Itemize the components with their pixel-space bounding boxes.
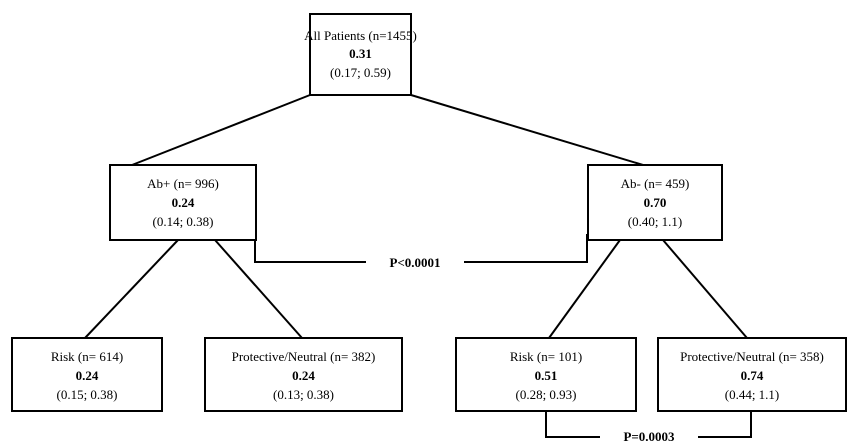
p-value-risk-vs-protect: P=0.0003 [623, 429, 675, 443]
edge-ab-pos-to-protect [214, 239, 303, 339]
node-estimate: 0.31 [349, 46, 372, 61]
edge-root-to-ab-pos [131, 94, 311, 166]
p-value-risk-vs-protect-group: P=0.0003 [600, 429, 698, 443]
node-estimate: 0.24 [76, 368, 99, 383]
edge-ab-neg-to-risk [548, 239, 621, 339]
p-value-ab-pos-vs-ab-neg-group: P<0.0001 [366, 253, 464, 271]
node-label: Risk (n= 101) [510, 349, 582, 364]
edge-ab-neg-to-protect [662, 239, 748, 339]
node-ci: (0.40; 1.1) [628, 214, 683, 229]
node-estimate: 0.70 [644, 195, 667, 210]
node-estimate: 0.24 [292, 368, 315, 383]
node-estimate: 0.74 [741, 368, 764, 383]
node-ci: (0.13; 0.38) [273, 387, 334, 402]
node-ab-pos-risk: Risk (n= 614) 0.24 (0.15; 0.38) [11, 337, 163, 412]
node-label: Ab+ (n= 996) [147, 176, 219, 191]
node-label: Risk (n= 614) [51, 349, 123, 364]
node-estimate: 0.24 [172, 195, 195, 210]
p-value-ab-pos-vs-ab-neg: P<0.0001 [389, 255, 440, 270]
node-ab-pos-protective: Protective/Neutral (n= 382) 0.24 (0.13; … [204, 337, 403, 412]
node-label: All Patients (n=1455) [304, 28, 417, 43]
edge-root-to-ab-neg [410, 94, 644, 166]
edge-ab-pos-to-risk [84, 239, 179, 339]
node-estimate: 0.51 [535, 368, 558, 383]
node-ab-neg: Ab- (n= 459) 0.70 (0.40; 1.1) [587, 164, 723, 241]
node-ab-pos: Ab+ (n= 996) 0.24 (0.14; 0.38) [109, 164, 257, 241]
node-ab-neg-protective: Protective/Neutral (n= 358) 0.74 (0.44; … [657, 337, 847, 412]
node-label: Ab- (n= 459) [621, 176, 690, 191]
node-ci: (0.14; 0.38) [152, 214, 213, 229]
node-ci: (0.17; 0.59) [330, 65, 391, 80]
node-all-patients: All Patients (n=1455) 0.31 (0.17; 0.59) [304, 13, 417, 96]
node-ci: (0.44; 1.1) [725, 387, 780, 402]
node-ci: (0.15; 0.38) [56, 387, 117, 402]
node-label: Protective/Neutral (n= 358) [680, 349, 824, 364]
node-label: Protective/Neutral (n= 382) [232, 349, 376, 364]
node-ci: (0.28; 0.93) [515, 387, 576, 402]
node-ab-neg-risk: Risk (n= 101) 0.51 (0.28; 0.93) [455, 337, 637, 412]
